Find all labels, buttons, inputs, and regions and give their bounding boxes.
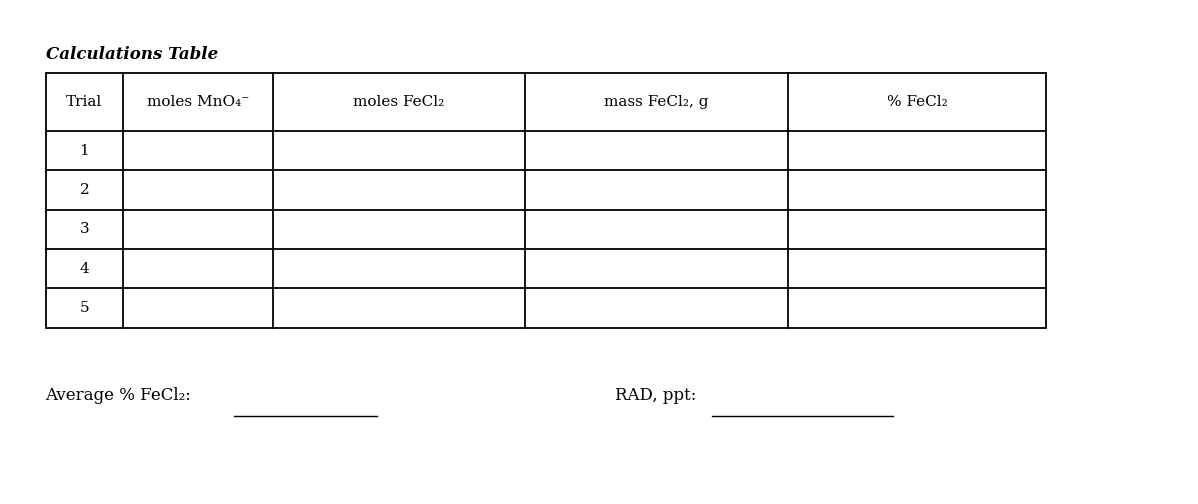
Bar bbox=[46, 73, 1046, 328]
Text: moles MnO₄⁻: moles MnO₄⁻ bbox=[147, 95, 249, 109]
Text: RAD, ppt:: RAD, ppt: bbox=[615, 387, 696, 404]
Text: % FeCl₂: % FeCl₂ bbox=[887, 95, 948, 109]
Text: moles FeCl₂: moles FeCl₂ bbox=[353, 95, 444, 109]
Text: Calculations Table: Calculations Table bbox=[46, 46, 218, 63]
Text: mass FeCl₂, g: mass FeCl₂, g bbox=[604, 95, 709, 109]
Text: 3: 3 bbox=[79, 222, 90, 236]
Text: 5: 5 bbox=[79, 301, 90, 315]
Text: 2: 2 bbox=[79, 183, 90, 197]
Text: 1: 1 bbox=[79, 144, 90, 158]
Text: Average % FeCl₂:: Average % FeCl₂: bbox=[46, 387, 192, 404]
Text: 4: 4 bbox=[79, 262, 90, 276]
Text: Trial: Trial bbox=[66, 95, 103, 109]
